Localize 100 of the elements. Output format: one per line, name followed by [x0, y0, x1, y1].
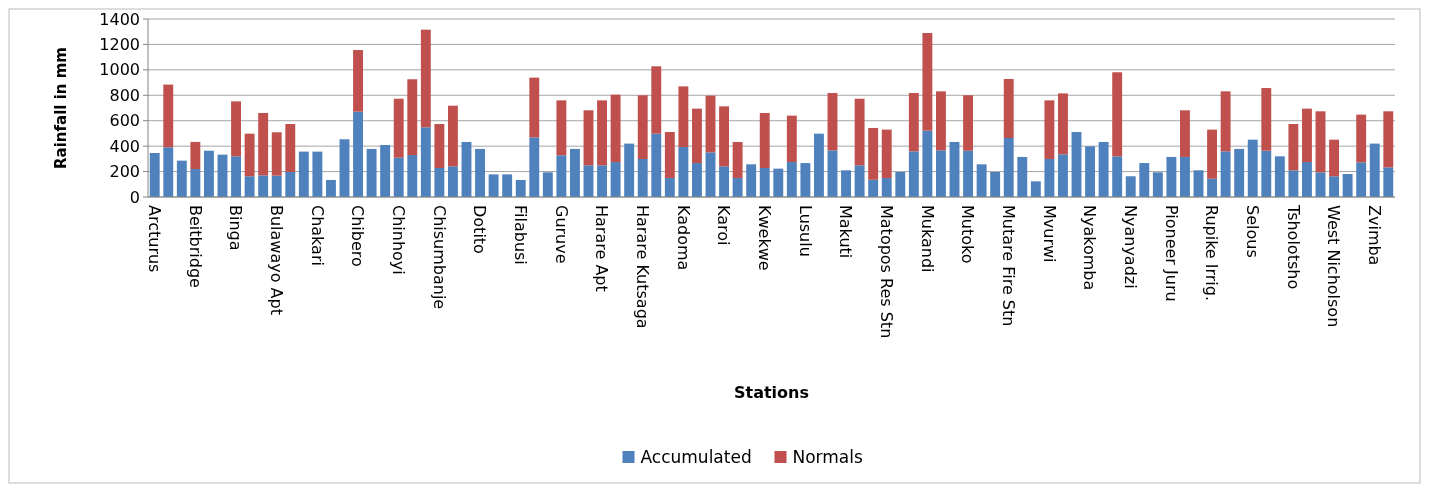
bar [881, 129, 892, 179]
x-tick-label: Mvurwi [1039, 205, 1059, 263]
bar [827, 150, 838, 197]
bar [271, 132, 282, 176]
bar [1139, 163, 1150, 197]
bar [908, 151, 919, 197]
bar [393, 98, 404, 158]
bar [678, 86, 689, 148]
bar [1329, 176, 1340, 197]
bar [1288, 170, 1299, 197]
bar [637, 158, 648, 197]
bar [502, 174, 513, 197]
bar [556, 100, 567, 156]
bar [529, 77, 540, 138]
bar [881, 178, 892, 197]
bar [420, 29, 431, 128]
bar [936, 150, 946, 197]
bar [1085, 146, 1096, 197]
bar [936, 91, 946, 151]
bar [1302, 162, 1312, 197]
bar [990, 171, 1001, 197]
bar [1044, 158, 1055, 197]
bar [447, 105, 458, 167]
bar [692, 163, 702, 197]
bar [1356, 162, 1367, 197]
x-tick-label: Dotito [470, 205, 490, 254]
bar [786, 115, 797, 163]
bar [1234, 148, 1245, 197]
bar [366, 148, 377, 197]
bar [1152, 172, 1163, 197]
bar [1261, 150, 1272, 197]
bar [1247, 139, 1258, 197]
bar [1030, 181, 1041, 197]
y-tick-label: 1200 [99, 35, 140, 55]
bar [163, 147, 174, 197]
y-tick-label: 1000 [99, 60, 140, 80]
bar [325, 179, 336, 197]
legend-label: Accumulated [640, 446, 752, 467]
bar [786, 162, 797, 197]
bar [1003, 138, 1014, 197]
bar [841, 170, 851, 197]
x-tick-label: Harare Kutsaga [633, 205, 653, 329]
x-tick-label: Chakari [307, 205, 327, 266]
bar [475, 148, 485, 197]
bar [1383, 167, 1394, 197]
bar [393, 157, 404, 197]
x-tick-label: Selous [1243, 205, 1263, 258]
bar [800, 163, 811, 197]
bar [420, 127, 431, 197]
bar [732, 141, 743, 179]
y-tick-label: 200 [109, 162, 140, 182]
x-tick-label: Makuti [836, 205, 856, 259]
bar [1220, 91, 1231, 152]
bar [963, 95, 974, 151]
bar [190, 141, 201, 170]
bar [1166, 156, 1177, 197]
x-tick-label: Guruve [551, 205, 571, 264]
bar [773, 168, 784, 197]
bar [610, 94, 621, 163]
bar [854, 98, 865, 166]
bar [285, 124, 296, 172]
bar [569, 148, 580, 197]
bar [407, 155, 418, 197]
y-tick-label: 1400 [99, 9, 140, 29]
x-tick-label: Matopos Res Stn [877, 205, 897, 339]
bar [353, 111, 363, 197]
bar [664, 132, 675, 179]
bar [380, 145, 391, 197]
y-tick-label: 800 [109, 85, 140, 105]
bar [434, 124, 445, 169]
x-tick-label: Mutare Fire Stn [999, 205, 1019, 327]
bar [1017, 156, 1028, 197]
bar [895, 171, 906, 197]
bar [1261, 88, 1272, 151]
bar [1342, 173, 1353, 197]
bar [624, 143, 635, 197]
bar [298, 151, 309, 197]
bar [353, 50, 363, 112]
x-tick-label: Lusulu [795, 205, 815, 257]
bar [678, 147, 689, 197]
x-tick-label: Chinhoyi [389, 205, 409, 275]
bar [434, 168, 445, 197]
bar [163, 84, 174, 148]
bar [1302, 108, 1312, 163]
bar [1180, 156, 1190, 197]
x-tick-label: Nyakomba [1080, 205, 1100, 291]
bar [759, 112, 770, 169]
bar [922, 32, 933, 131]
x-tick-label: Mutoko [958, 205, 978, 264]
bar [1003, 79, 1014, 139]
bar [556, 155, 567, 197]
bar [203, 150, 214, 197]
x-tick-label: Karoi [714, 205, 734, 246]
bar [1071, 132, 1082, 197]
bar [231, 156, 241, 197]
legend-label: Normals [792, 446, 864, 467]
y-tick-label: 600 [109, 111, 140, 131]
x-tick-label: Binga [226, 205, 246, 251]
bar [515, 179, 526, 197]
bar [1058, 154, 1068, 197]
